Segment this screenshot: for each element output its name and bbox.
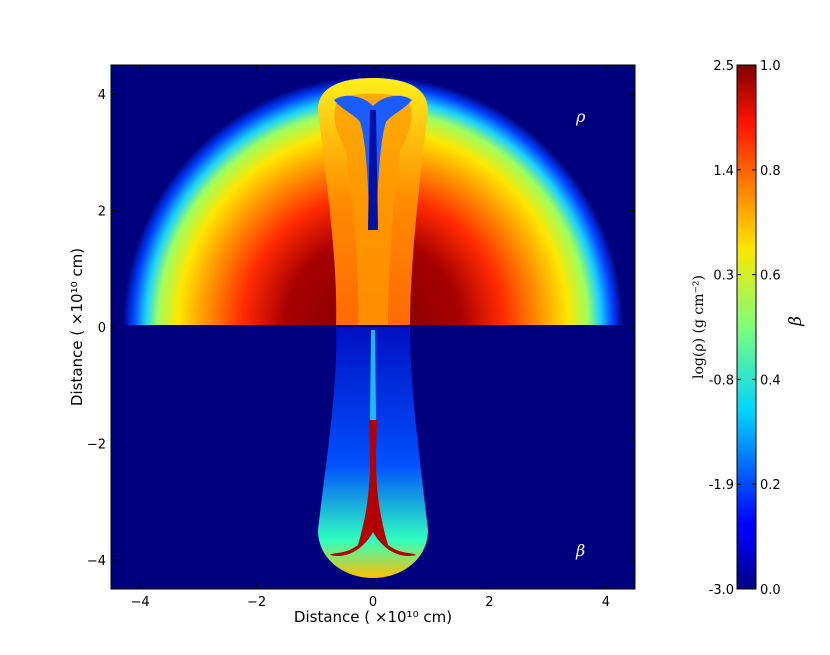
- jet-spine-lower: [330, 420, 416, 556]
- colorbar: [736, 64, 757, 590]
- colorbar-left-tick-label: -1.9: [709, 478, 734, 493]
- x-tick-label: −4: [131, 595, 150, 610]
- panel-label-rho: ρ: [575, 107, 586, 126]
- y-tick-label: 4: [98, 88, 106, 103]
- colorbar-left-label: log(ρ) (g cm⁻²): [691, 275, 707, 379]
- colorbar-right-tick-label: 0.0: [760, 583, 781, 598]
- colorbar-right-tick-label: 0.4: [760, 373, 781, 388]
- colorbar-left-tick-label: -3.0: [709, 583, 734, 598]
- x-axis-ticks: −4 −2 0 2 4: [131, 65, 610, 610]
- y-tick-label: 2: [98, 205, 106, 220]
- y-axis-label: Distance ( ×10¹⁰ cm): [68, 248, 86, 406]
- x-axis-label: Distance ( ×10¹⁰ cm): [294, 608, 452, 626]
- jet-spine-upper: [368, 110, 378, 230]
- heatmap-image: [111, 65, 635, 589]
- colorbar-left-tick-label: 1.4: [713, 164, 734, 179]
- colorbar-left-tick-label: 2.5: [713, 59, 734, 74]
- y-tick-label: −4: [87, 554, 106, 569]
- y-axis-ticks: −4 −2 0 2 4: [87, 88, 635, 569]
- colorbar-left-tick-label: -0.8: [709, 373, 734, 388]
- colorbar-left-tick-label: 0.3: [713, 269, 734, 284]
- panel-divider: [111, 325, 635, 327]
- colorbar-ticks: 2.5 1.0 1.4 0.8 0.3 0.6 -0.8 0.4 -1.9 0.2 -3.0 0.0: [709, 59, 781, 598]
- colorbar-right-label: β: [786, 316, 806, 327]
- colorbar-right-tick-label: 0.6: [760, 269, 781, 284]
- colorbar-right-tick-label: 0.2: [760, 478, 781, 493]
- colorbar-right-tick-label: 1.0: [760, 59, 781, 74]
- jet-axis-lower: [370, 330, 376, 420]
- y-tick-label: −2: [87, 437, 106, 452]
- x-tick-label: 2: [485, 595, 493, 610]
- colorbar-right-tick-label: 0.8: [760, 164, 781, 179]
- x-tick-label: −2: [247, 595, 266, 610]
- x-tick-label: 0: [369, 595, 377, 610]
- x-tick-label: 4: [602, 595, 610, 610]
- y-tick-label: 0: [98, 321, 106, 336]
- panel-label-beta: β: [575, 541, 585, 560]
